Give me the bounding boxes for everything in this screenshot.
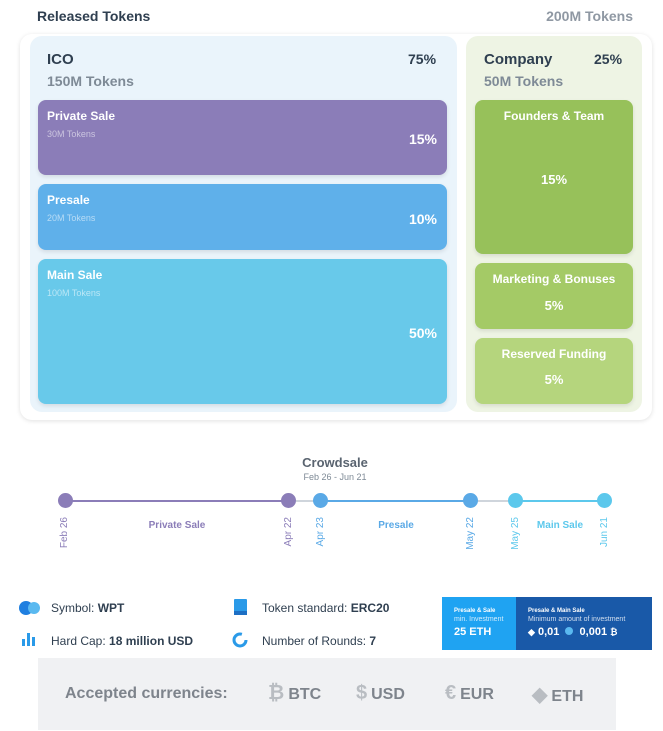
main-sale-block: Main Sale 100M Tokens 50% [38, 259, 447, 404]
main-sale-percent: 50% [408, 325, 437, 341]
marketing-bonuses-name: Marketing & Bonuses [492, 272, 616, 286]
min-investment-subheading: min. Investment [454, 616, 504, 623]
crowdsale-title: Crowdsale [302, 455, 368, 470]
reserved-funding-percent: 5% [544, 372, 564, 387]
timeline-gap-line [296, 500, 321, 502]
currencies-label: Accepted currencies: [65, 685, 228, 702]
released-tokens-total: 200M Tokens [546, 8, 633, 24]
company-percent: 25% [594, 51, 623, 67]
timeline-date-apr23: Apr 23 [315, 517, 326, 547]
company-title: Company [484, 51, 553, 68]
timeline-private-line [66, 500, 288, 502]
crowdsale-dates: Feb 26 - Jun 21 [303, 472, 367, 482]
currency-eth: ◆ ETH [532, 682, 583, 707]
hardcap-value: 18 million USD [109, 634, 194, 648]
standard-value: ERC20 [350, 601, 390, 615]
min-amount-heading: Presale & Main Sale [528, 608, 585, 614]
private-sale-block: Private Sale 30M Tokens 15% [38, 100, 447, 175]
main-sale-name: Main Sale [47, 268, 103, 282]
timeline-point-apr23 [313, 493, 328, 508]
ethereum-icon: ◆ [528, 627, 535, 637]
ico-percent: 75% [408, 51, 437, 67]
segment-presale: Presale [378, 520, 414, 531]
timeline-point-apr22 [281, 493, 296, 508]
currency-btc: ₿ BTC [268, 682, 321, 705]
timeline-point-jun21 [597, 493, 612, 508]
hardcap-label: Hard Cap: [51, 634, 106, 648]
token-standard-info: Token standard: ERC20 [262, 601, 389, 615]
released-tokens-title: Released Tokens [37, 8, 151, 24]
released-tokens-header: Released Tokens 200M Tokens [37, 8, 633, 26]
timeline-main-line [516, 500, 605, 502]
timeline-presale-line [321, 500, 470, 502]
timeline-date-jun21: Jun 21 [599, 517, 610, 548]
document-icon [234, 599, 247, 615]
min-investment-value: 25 ETH [454, 626, 492, 638]
rounds-value: 7 [369, 634, 377, 648]
bitcoin-icon: ₿ [268, 682, 285, 704]
timeline-date-apr22: Apr 22 [283, 517, 294, 547]
standard-label: Token standard: [262, 601, 348, 615]
reserved-funding-name: Reserved Funding [501, 347, 607, 361]
eth-min-value: 0,01 [537, 626, 560, 638]
dollar-icon: $ [356, 682, 368, 704]
currency-eth-name: ETH [551, 688, 584, 705]
founders-team-name: Founders & Team [503, 109, 605, 123]
reserved-funding-block: Reserved Funding 5% [475, 338, 633, 404]
bar-chart-icon [22, 633, 35, 646]
hard-cap-info: Hard Cap: 18 million USD [51, 634, 193, 648]
rounds-icon [232, 632, 248, 648]
rounds-info: Number of Rounds: 7 [262, 634, 376, 648]
ethereum-icon: ◆ [532, 684, 548, 706]
timeline-point-feb26 [58, 493, 73, 508]
segment-private-sale: Private Sale [148, 520, 206, 531]
symbol-icon [19, 601, 40, 615]
timeline-gap-line-2 [470, 500, 516, 502]
min-amount-box: Presale & Main Sale Minimum amount of in… [516, 597, 652, 650]
symbol-info: Symbol: WPT [51, 601, 124, 615]
founders-team-percent: 15% [540, 172, 568, 187]
rounds-label: Number of Rounds: [262, 634, 367, 648]
ico-tokens: 150M Tokens [47, 73, 134, 89]
marketing-bonuses-percent: 5% [544, 298, 564, 313]
currency-eur-name: EUR [460, 686, 494, 703]
timeline-date-may25: May 25 [510, 517, 521, 550]
btc-min-value: 0,001 [579, 626, 608, 638]
min-investment-heading: Presale & Sale [454, 608, 496, 614]
timeline-date-feb26: Feb 26 [59, 517, 70, 549]
currency-usd: $ USD [356, 682, 405, 705]
main-sale-tokens: 100M Tokens [47, 288, 101, 298]
min-investment-box: Presale & Sale min. Investment 25 ETH [442, 597, 517, 650]
min-amount-values: ◆ 0,01 0,001 ₿ [528, 626, 617, 638]
timeline-date-may22: May 22 [465, 517, 476, 550]
ico-title: ICO [47, 51, 74, 68]
private-sale-percent: 15% [408, 131, 437, 147]
marketing-bonuses-block: Marketing & Bonuses 5% [475, 263, 633, 329]
bitcoin-small-icon: ₿ [610, 627, 618, 637]
presale-block: Presale 20M Tokens 10% [38, 184, 447, 250]
currency-btc-name: BTC [288, 686, 322, 703]
founders-team-block: Founders & Team 15% [475, 100, 633, 254]
timeline-point-may22 [463, 493, 478, 508]
presale-percent: 10% [408, 211, 437, 227]
currency-usd-name: USD [371, 686, 405, 703]
min-amount-subheading: Minimum amount of investment [528, 616, 626, 623]
currency-eur: € EUR [445, 682, 494, 705]
euro-icon: € [445, 682, 457, 704]
accepted-currencies: Accepted currencies: ₿ BTC $ USD € EUR ◆ ETH [38, 658, 616, 730]
coin-icon [565, 627, 574, 635]
symbol-value: WPT [97, 601, 125, 615]
private-sale-name: Private Sale [47, 109, 116, 123]
segment-main-sale: Main Sale [536, 520, 584, 531]
presale-name: Presale [47, 193, 90, 207]
symbol-label: Symbol: [51, 601, 95, 615]
presale-tokens: 20M Tokens [47, 213, 96, 223]
private-sale-tokens: 30M Tokens [47, 129, 96, 139]
timeline-point-may25 [508, 493, 523, 508]
company-tokens: 50M Tokens [484, 73, 564, 89]
